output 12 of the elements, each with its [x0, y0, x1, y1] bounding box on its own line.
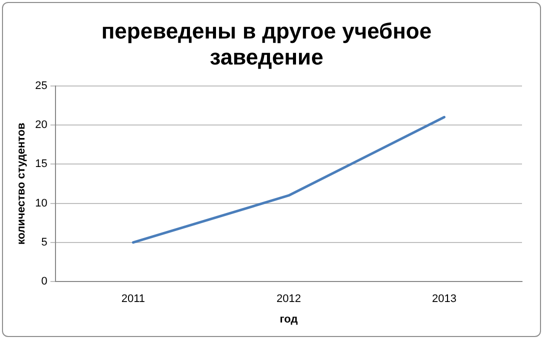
y-tick-label: 5: [41, 236, 48, 248]
x-axis-title: год: [280, 313, 298, 326]
y-tick-label: 15: [35, 158, 48, 170]
y-axis-title: количество студентов: [16, 122, 28, 245]
chart-title: переведены в другое учебное заведение: [101, 18, 432, 70]
x-tick-label: 2013: [432, 293, 456, 306]
y-tick-label: 25: [35, 80, 48, 92]
y-tick-label: 10: [35, 197, 48, 210]
x-tick-label: 2011: [121, 293, 146, 306]
y-tick-label: 0: [41, 276, 48, 288]
y-tick-label: 20: [35, 118, 48, 131]
x-tick-label: 2012: [276, 293, 301, 306]
